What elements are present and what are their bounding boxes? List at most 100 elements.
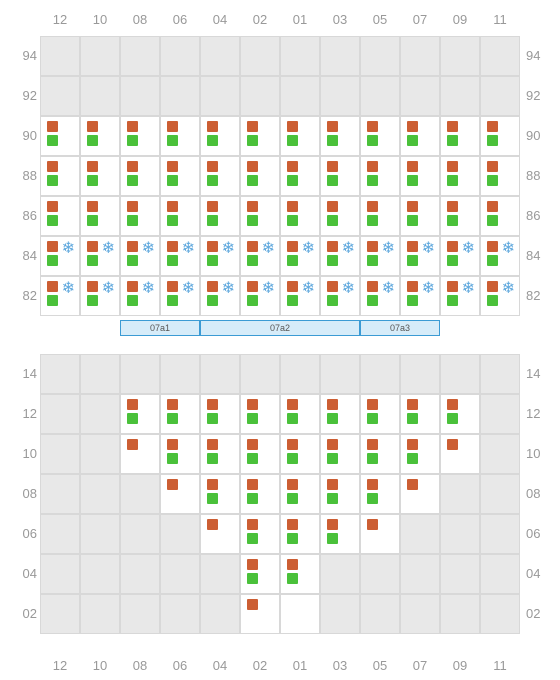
grid-cell[interactable] <box>280 434 320 474</box>
grid-cell[interactable]: ❄ <box>280 236 320 276</box>
grid-cell[interactable]: ❄ <box>40 236 80 276</box>
grid-cell[interactable]: ❄ <box>240 276 280 316</box>
grid-cell[interactable] <box>80 116 120 156</box>
grid-cell[interactable] <box>240 156 280 196</box>
grid-cell[interactable] <box>360 156 400 196</box>
grid-cell[interactable] <box>40 156 80 196</box>
grid-cell[interactable] <box>240 116 280 156</box>
zone-tab[interactable]: 07a1 <box>120 320 200 336</box>
grid-cell[interactable]: ❄ <box>400 236 440 276</box>
grid-cell[interactable] <box>360 474 400 514</box>
grid-cell[interactable]: ❄ <box>480 236 520 276</box>
grid-cell[interactable] <box>240 196 280 236</box>
grid-cell[interactable] <box>440 116 480 156</box>
grid-cell[interactable] <box>280 156 320 196</box>
grid-cell[interactable]: ❄ <box>320 236 360 276</box>
grid-cell[interactable] <box>360 394 400 434</box>
grid-cell[interactable] <box>240 514 280 554</box>
grid-cell[interactable] <box>280 554 320 594</box>
grid-cell[interactable] <box>240 594 280 634</box>
grid-cell[interactable]: ❄ <box>200 236 240 276</box>
grid-cell[interactable] <box>240 554 280 594</box>
grid-cell[interactable] <box>280 474 320 514</box>
status-green-icon <box>127 413 138 424</box>
grid-cell[interactable]: ❄ <box>440 236 480 276</box>
grid-cell[interactable] <box>120 156 160 196</box>
grid-cell[interactable] <box>360 514 400 554</box>
grid-cell[interactable] <box>280 514 320 554</box>
grid-cell[interactable] <box>440 394 480 434</box>
grid-cell[interactable]: ❄ <box>440 276 480 316</box>
grid-cell[interactable]: ❄ <box>280 276 320 316</box>
grid-cell[interactable]: ❄ <box>120 276 160 316</box>
grid-cell[interactable] <box>280 196 320 236</box>
grid-cell[interactable] <box>400 116 440 156</box>
grid-cell[interactable] <box>160 196 200 236</box>
grid-cell[interactable] <box>320 434 360 474</box>
grid-cell[interactable] <box>360 116 400 156</box>
grid-cell[interactable] <box>80 196 120 236</box>
grid-cell[interactable] <box>160 474 200 514</box>
grid-cell[interactable] <box>240 394 280 434</box>
grid-cell[interactable] <box>200 394 240 434</box>
grid-cell[interactable] <box>200 116 240 156</box>
grid-cell[interactable]: ❄ <box>80 236 120 276</box>
grid-cell[interactable] <box>120 394 160 434</box>
grid-cell[interactable] <box>160 116 200 156</box>
grid-cell[interactable]: ❄ <box>320 276 360 316</box>
grid-cell[interactable]: ❄ <box>400 276 440 316</box>
grid-cell[interactable] <box>480 116 520 156</box>
grid-cell[interactable]: ❄ <box>160 276 200 316</box>
grid-cell[interactable] <box>400 196 440 236</box>
grid-cell[interactable] <box>160 394 200 434</box>
grid-cell[interactable] <box>400 156 440 196</box>
grid-cell[interactable]: ❄ <box>360 276 400 316</box>
grid-cell[interactable] <box>480 196 520 236</box>
grid-cell[interactable]: ❄ <box>160 236 200 276</box>
grid-cell[interactable]: ❄ <box>80 276 120 316</box>
grid-cell[interactable] <box>200 196 240 236</box>
grid-cell[interactable] <box>80 156 120 196</box>
cell-markers <box>327 201 338 226</box>
grid-cell[interactable] <box>320 514 360 554</box>
grid-cell[interactable] <box>120 434 160 474</box>
grid-cell[interactable] <box>240 474 280 514</box>
grid-cell[interactable]: ❄ <box>240 236 280 276</box>
grid-cell[interactable] <box>160 156 200 196</box>
grid-cell[interactable] <box>200 474 240 514</box>
grid-cell[interactable] <box>480 156 520 196</box>
grid-cell[interactable]: ❄ <box>480 276 520 316</box>
grid-cell[interactable] <box>280 394 320 434</box>
grid-cell[interactable] <box>200 514 240 554</box>
grid-cell[interactable]: ❄ <box>200 276 240 316</box>
grid-cell[interactable] <box>280 116 320 156</box>
grid-cell[interactable] <box>320 116 360 156</box>
grid-cell[interactable] <box>120 196 160 236</box>
grid-cell[interactable] <box>320 474 360 514</box>
grid-cell[interactable] <box>360 434 400 474</box>
grid-cell[interactable] <box>160 434 200 474</box>
grid-cell[interactable] <box>440 434 480 474</box>
grid-cell[interactable] <box>320 196 360 236</box>
grid-cell[interactable] <box>120 116 160 156</box>
grid-cell[interactable] <box>40 116 80 156</box>
grid-cell[interactable]: ❄ <box>40 276 80 316</box>
grid-cell[interactable] <box>400 474 440 514</box>
grid-cell[interactable] <box>240 434 280 474</box>
grid-cell[interactable] <box>320 394 360 434</box>
grid-cell[interactable] <box>200 434 240 474</box>
status-green-icon <box>367 215 378 226</box>
grid-cell[interactable] <box>440 196 480 236</box>
grid-cell[interactable] <box>40 196 80 236</box>
grid-cell[interactable] <box>400 394 440 434</box>
grid-cell[interactable] <box>280 594 320 634</box>
zone-tab[interactable]: 07a2 <box>200 320 360 336</box>
grid-cell[interactable]: ❄ <box>360 236 400 276</box>
zone-tab[interactable]: 07a3 <box>360 320 440 336</box>
grid-cell[interactable] <box>320 156 360 196</box>
grid-cell[interactable] <box>400 434 440 474</box>
grid-cell[interactable] <box>200 156 240 196</box>
grid-cell[interactable] <box>360 196 400 236</box>
grid-cell[interactable] <box>440 156 480 196</box>
grid-cell[interactable]: ❄ <box>120 236 160 276</box>
